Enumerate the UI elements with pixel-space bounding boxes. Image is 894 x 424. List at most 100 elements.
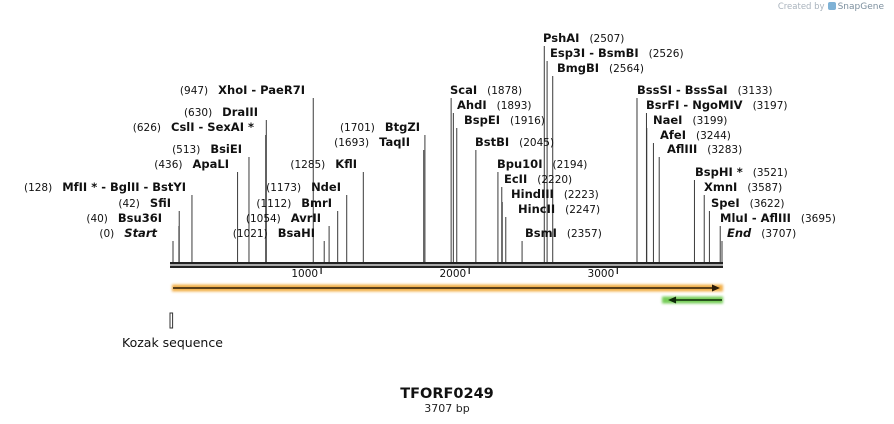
enzyme-name: BsiEI bbox=[210, 142, 242, 156]
site-label-bpu10i: Bpu10I (2194) bbox=[497, 157, 587, 171]
enzyme-name: CslI - SexAI * bbox=[171, 120, 254, 134]
site-position: (2357) bbox=[567, 228, 602, 240]
site-label-bsrfi-ngomiv: BsrFI - NgoMIV (3197) bbox=[646, 98, 788, 112]
site-label-hindiii: HindIII (2223) bbox=[511, 187, 599, 201]
feature-tracks: Kozak sequence bbox=[122, 284, 723, 350]
enzyme-name: XmnI bbox=[704, 180, 737, 194]
enzyme-name: BsaHI bbox=[278, 226, 315, 240]
enzyme-name: TaqII bbox=[379, 135, 410, 149]
site-position: (1173) bbox=[266, 182, 301, 194]
site-position: (42) bbox=[118, 198, 140, 210]
tick-label-1000: 1000 bbox=[291, 268, 318, 280]
enzyme-name: NdeI bbox=[311, 180, 341, 194]
site-position: (3199) bbox=[692, 115, 727, 127]
site-position: (3197) bbox=[753, 100, 788, 112]
site-position: (1021) bbox=[233, 228, 268, 240]
site-label-bsmi: BsmI (2357) bbox=[525, 226, 602, 240]
site-label-start: (0) Start bbox=[99, 226, 157, 240]
site-label-afei: AfeI (3244) bbox=[660, 128, 731, 142]
site-position: (2045) bbox=[519, 137, 554, 149]
site-position: (436) bbox=[154, 159, 182, 171]
kozak-label: Kozak sequence bbox=[122, 335, 223, 350]
site-position: (2564) bbox=[609, 63, 644, 75]
site-position: (1054) bbox=[246, 213, 281, 225]
tick-label-2000: 2000 bbox=[439, 268, 466, 280]
site-label-csli-sexai: (626) CslI - SexAI * bbox=[133, 120, 254, 134]
site-label-xmni: XmnI (3587) bbox=[704, 180, 782, 194]
site-position: (513) bbox=[172, 144, 200, 156]
enzyme-name: BspHI * bbox=[695, 165, 743, 179]
enzyme-name: BstBI bbox=[475, 135, 509, 149]
enzyme-name: SpeI bbox=[711, 196, 740, 210]
enzyme-name: HindIII bbox=[511, 187, 554, 201]
site-position: (2247) bbox=[565, 204, 600, 216]
site-label-afliii: AflIII (3283) bbox=[667, 142, 742, 156]
site-position: (2526) bbox=[649, 48, 684, 60]
enzyme-name: EcII bbox=[504, 172, 527, 186]
site-label-esp3i-bsmbi: Esp3I - BsmBI (2526) bbox=[550, 46, 684, 60]
site-position: (1893) bbox=[497, 100, 532, 112]
site-label-mlui-afliii: MluI - AflIII (3695) bbox=[720, 211, 836, 225]
enzyme-name: AfeI bbox=[660, 128, 686, 142]
site-label-sfii: (42) SfiI bbox=[118, 196, 171, 210]
enzyme-name: End bbox=[727, 226, 752, 240]
map-title: TFORF0249 bbox=[400, 386, 494, 402]
site-label-bsphi: BspHI * (3521) bbox=[695, 165, 788, 179]
snapgene-watermark: Created by SnapGene bbox=[778, 2, 884, 12]
site-position: (2194) bbox=[552, 159, 587, 171]
site-label-bsu36i: (40) Bsu36I bbox=[86, 211, 162, 225]
enzyme-name: MfII * - BglII - BstYI bbox=[62, 180, 186, 194]
enzyme-name: AflIII bbox=[667, 142, 697, 156]
site-position: (2220) bbox=[537, 174, 572, 186]
enzyme-name: BmgBI bbox=[557, 61, 599, 75]
site-position: (3283) bbox=[707, 144, 742, 156]
enzyme-name: ScaI bbox=[450, 83, 477, 97]
site-label-hincii: HincII (2247) bbox=[518, 202, 600, 216]
site-label-mfii-bglii-bstyi: (128) MfII * - BglII - BstYI bbox=[24, 180, 186, 194]
enzyme-name: NaeI bbox=[653, 113, 682, 127]
enzyme-name: Start bbox=[124, 226, 157, 240]
enzyme-name: Bsu36I bbox=[118, 211, 162, 225]
enzyme-name: BtgZI bbox=[385, 120, 420, 134]
site-label-bsahi: (1021) BsaHI bbox=[233, 226, 315, 240]
site-position: (40) bbox=[86, 213, 108, 225]
enzyme-name: AvrII bbox=[291, 211, 321, 225]
kozak-marker bbox=[169, 312, 174, 329]
site-position: (3695) bbox=[801, 213, 836, 225]
site-position: (3587) bbox=[747, 182, 782, 194]
map-length: 3707 bp bbox=[424, 402, 469, 415]
enzyme-name: BsrFI - NgoMIV bbox=[646, 98, 743, 112]
site-position: (3244) bbox=[696, 130, 731, 142]
site-label-bmgbi: BmgBI (2564) bbox=[557, 61, 644, 75]
site-position: (3707) bbox=[761, 228, 796, 240]
site-label-draiii: (630) DraIII bbox=[184, 105, 258, 119]
site-label-bsiei: (513) BsiEI bbox=[172, 142, 242, 156]
enzyme-name: BsmI bbox=[525, 226, 557, 240]
site-position: (3521) bbox=[753, 167, 788, 179]
site-label-ecii: EcII (2220) bbox=[504, 172, 572, 186]
site-label-scai: ScaI (1878) bbox=[450, 83, 522, 97]
site-label-end: End (3707) bbox=[727, 226, 796, 240]
enzyme-name: BmrI bbox=[301, 196, 332, 210]
site-label-bspei: BspEI (1916) bbox=[464, 113, 545, 127]
site-position: (1285) bbox=[290, 159, 325, 171]
site-label-avrii: (1054) AvrII bbox=[246, 211, 321, 225]
site-position: (626) bbox=[133, 122, 161, 134]
site-label-ndei: (1173) NdeI bbox=[266, 180, 341, 194]
enzyme-name: PshAI bbox=[543, 31, 579, 45]
enzyme-labels: (0) Start (40) Bsu36I(42) SfiI (128) MfII * - … bbox=[24, 31, 836, 240]
site-position: (0) bbox=[99, 228, 114, 240]
site-label-apali: (436) ApaLI bbox=[154, 157, 229, 171]
marker-arrow bbox=[662, 296, 723, 304]
site-leader-lines bbox=[172, 46, 723, 262]
site-position: (1701) bbox=[340, 122, 375, 134]
orf-arrow bbox=[172, 284, 723, 292]
enzyme-name: Bpu10I bbox=[497, 157, 542, 171]
site-label-bmri: (1112) BmrI bbox=[256, 196, 332, 210]
site-position: (128) bbox=[24, 182, 52, 194]
site-position: (1693) bbox=[334, 137, 369, 149]
site-position: (3133) bbox=[738, 85, 773, 97]
site-label-kfli: (1285) KflI bbox=[290, 157, 357, 171]
enzyme-name: BssSI - BssSaI bbox=[637, 83, 728, 97]
